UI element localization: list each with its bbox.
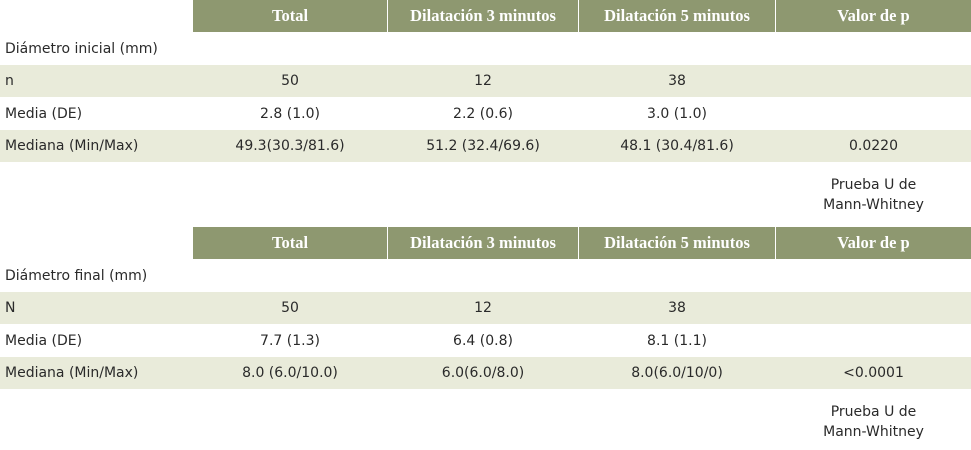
value-cell: 8.0 (6.0/10.0) [242,365,338,381]
test-note: Prueba U de Mann-Whitney [776,163,971,223]
p-value: <0.0001 [843,365,904,381]
value-cell: 51.2 (32.4/69.6) [426,138,540,154]
value-cell: 2.2 (0.6) [453,105,513,122]
row-bg [0,357,971,389]
header-cell: Dilatación 3 minutos [388,227,578,259]
section-label: Diámetro final (mm) [5,267,148,284]
header-cell: Dilatación 3 minutos [388,0,578,32]
header-cell: Dilatación 5 minutos [579,0,775,32]
note-line: Prueba U de [830,403,917,420]
value-cell: 49.3(30.3/81.6) [235,138,345,154]
note-line: Mann-Whitney [823,423,924,440]
value-cell: 50 [281,73,299,89]
row-label: Media (DE) [5,332,83,349]
header-cell: Valor de p [776,227,971,259]
header-cell: Total [193,0,387,32]
section-label: Diámetro inicial (mm) [5,40,158,57]
value-cell: 12 [474,73,492,89]
value-cell: 38 [668,300,686,316]
header-cell: Total [193,227,387,259]
value-cell: 12 [474,300,492,316]
header-cell: Valor de p [776,0,971,32]
value-cell: 8.0(6.0/10/0) [631,365,723,381]
row-bg [0,65,971,97]
value-cell: 8.1 (1.1) [647,332,707,349]
value-cell: 2.8 (1.0) [260,105,320,122]
row-bg [0,130,971,162]
p-value: 0.0220 [849,138,898,154]
row-label: Mediana (Min/Max) [5,365,139,381]
test-note: Prueba U de Mann-Whitney [776,390,971,450]
row-label: n [5,73,14,89]
row-label: N [5,300,16,316]
value-cell: 6.0(6.0/8.0) [441,365,525,381]
value-cell: 38 [668,73,686,89]
header-cell: Dilatación 5 minutos [579,227,775,259]
value-cell: 50 [281,300,299,316]
value-cell: 3.0 (1.0) [647,105,707,122]
row-bg [0,292,971,324]
note-line: Mann-Whitney [823,196,924,213]
value-cell: 48.1 (30.4/81.6) [620,138,734,154]
note-line: Prueba U de [830,176,917,193]
row-label: Mediana (Min/Max) [5,138,139,154]
value-cell: 7.7 (1.3) [260,332,320,349]
value-cell: 6.4 (0.8) [453,332,513,349]
row-label: Media (DE) [5,105,83,122]
